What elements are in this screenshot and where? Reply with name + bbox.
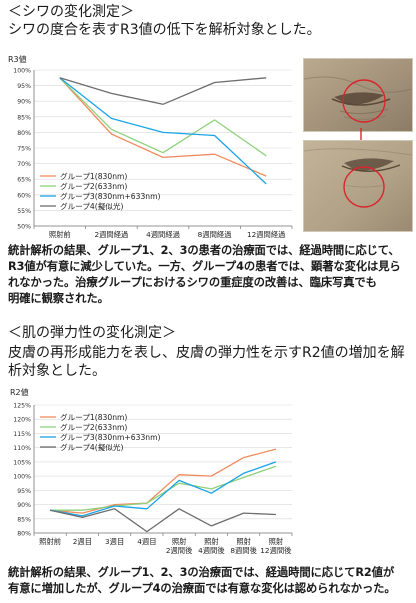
section2-body-line: 有意に増加したが、グループ4の治療面では有意な変化は認められなかった。 xyxy=(8,582,396,595)
series-line xyxy=(59,77,267,105)
x-tick-label: 2週目 xyxy=(73,537,92,546)
series-line xyxy=(50,448,277,514)
section2-subheading-line: 皮膚の再形成能力を表し、皮膚の弾力性を示すR2値の増加を解 xyxy=(8,345,405,361)
series-line xyxy=(59,77,267,185)
section1-body-line: 明確に観察された。 xyxy=(8,292,109,305)
y-tick-label: 85% xyxy=(17,114,31,121)
y-tick-label: 65% xyxy=(17,177,31,184)
y-axis-label: R3値 xyxy=(8,54,27,64)
x-tick-label: 照射前 xyxy=(39,537,61,546)
section1-body-line: れなかった。治療グループにおけるシワの重症度の改善は、臨床写真でも xyxy=(8,276,377,289)
section2-subheading-line: 析対象とした。 xyxy=(8,363,106,379)
y-tick-label: 50% xyxy=(17,224,31,231)
x-tick-label: 2週間後 xyxy=(166,546,193,555)
y-tick-label: 100% xyxy=(13,68,31,75)
before-photo-image xyxy=(304,59,412,131)
after-photo xyxy=(303,140,413,232)
x-tick-label: 12週間後 xyxy=(260,546,292,555)
legend-label: グループ1(830nm) xyxy=(60,412,127,422)
series-line xyxy=(49,508,276,533)
y-tick-label: 75% xyxy=(17,146,31,153)
before-photo xyxy=(303,58,413,132)
y-tick-label: 100% xyxy=(13,474,31,481)
x-tick-label: 照射 xyxy=(236,537,251,546)
legend-label: グループ3(830nm+633nm) xyxy=(60,432,160,442)
y-tick-label: 95% xyxy=(17,83,31,90)
legend-label: グループ4(擬似光) xyxy=(60,442,123,452)
legend-label: グループ2(633nm) xyxy=(60,181,127,191)
before-highlight-circle xyxy=(342,79,386,123)
y-tick-label: 55% xyxy=(17,208,31,215)
y-tick-label: 80% xyxy=(17,531,31,538)
x-tick-label: 照射 xyxy=(204,537,219,546)
x-tick-label: 8週間後 xyxy=(230,546,257,555)
x-tick-label: 4週目 xyxy=(137,537,156,546)
legend-label: グループ3(830nm+633nm) xyxy=(60,191,160,201)
x-tick-label: 4週間後 xyxy=(198,546,225,555)
after-highlight-circle xyxy=(343,166,385,208)
x-tick-label: 4週間経過 xyxy=(146,230,181,239)
y-axis-label: R2値 xyxy=(10,387,29,397)
series-line xyxy=(50,465,277,511)
x-tick-label: 照射 xyxy=(172,537,187,546)
x-tick-label: 12週間経過 xyxy=(247,230,286,239)
y-tick-label: 105% xyxy=(13,459,31,466)
y-tick-label: 70% xyxy=(17,161,31,168)
series-line xyxy=(49,461,277,517)
after-photo-image xyxy=(304,141,412,231)
section1-heading: ＜シワの変化測定＞ xyxy=(8,4,134,20)
y-tick-label: 90% xyxy=(17,502,31,509)
section2-heading: ＜肌の弾力性の変化測定＞ xyxy=(8,325,176,341)
r2-line-chart: R2値 80% 85% 90% 95% 100% 105% 110% 115% 120% 125% 照… xyxy=(10,387,293,555)
x-tick-label: 照射前 xyxy=(49,230,71,239)
y-tick-label: 120% xyxy=(13,417,31,424)
series-line xyxy=(59,77,267,177)
legend-label: グループ2(633nm) xyxy=(60,422,127,432)
section1-body-line: R3値が有意に減少していた。一方、グループ4の患者では、顕著な変化は見ら xyxy=(8,260,401,273)
y-tick-label: 110% xyxy=(13,445,31,452)
y-tick-label: 90% xyxy=(17,99,31,106)
x-tick-label: 3週目 xyxy=(105,537,124,546)
section1-body: 統計解析の結果、グループ1、2、3の患者の治療面では、経過時間に応じて、 R3値… xyxy=(8,243,412,307)
r3-line-chart: R3値 50% 55% 60% 65% 70% 75% 80% 85% 90% 95% 100% 照射前… xyxy=(8,54,293,239)
section1-body-line: 統計解析の結果、グループ1、2、3の患者の治療面では、経過時間に応じて、 xyxy=(8,244,400,257)
x-tick-label: 8週間経過 xyxy=(198,230,233,239)
y-tick-label: 125% xyxy=(13,403,31,410)
y-tick-label: 60% xyxy=(17,192,31,199)
y-tick-label: 95% xyxy=(17,488,31,495)
y-tick-label: 85% xyxy=(17,516,31,523)
section2-body-line: 統計解析の結果、グループ1、2、3の治療面では、経過時間に応じてR2値が xyxy=(8,566,395,579)
section2-body: 統計解析の結果、グループ1、2、3の治療面では、経過時間に応じてR2値が 有意に… xyxy=(8,565,412,597)
section1-subheading: シワの度合を表すR3値の低下を解析対象とした。 xyxy=(8,22,321,38)
legend-label: グループ4(擬似光) xyxy=(60,201,123,211)
x-tick-label: 2週間経過 xyxy=(94,230,129,239)
y-tick-label: 80% xyxy=(17,130,31,137)
series-line xyxy=(59,77,267,157)
legend-label: グループ1(830nm) xyxy=(60,171,127,181)
y-tick-label: 115% xyxy=(13,431,31,438)
x-tick-label: 照射 xyxy=(269,537,284,546)
